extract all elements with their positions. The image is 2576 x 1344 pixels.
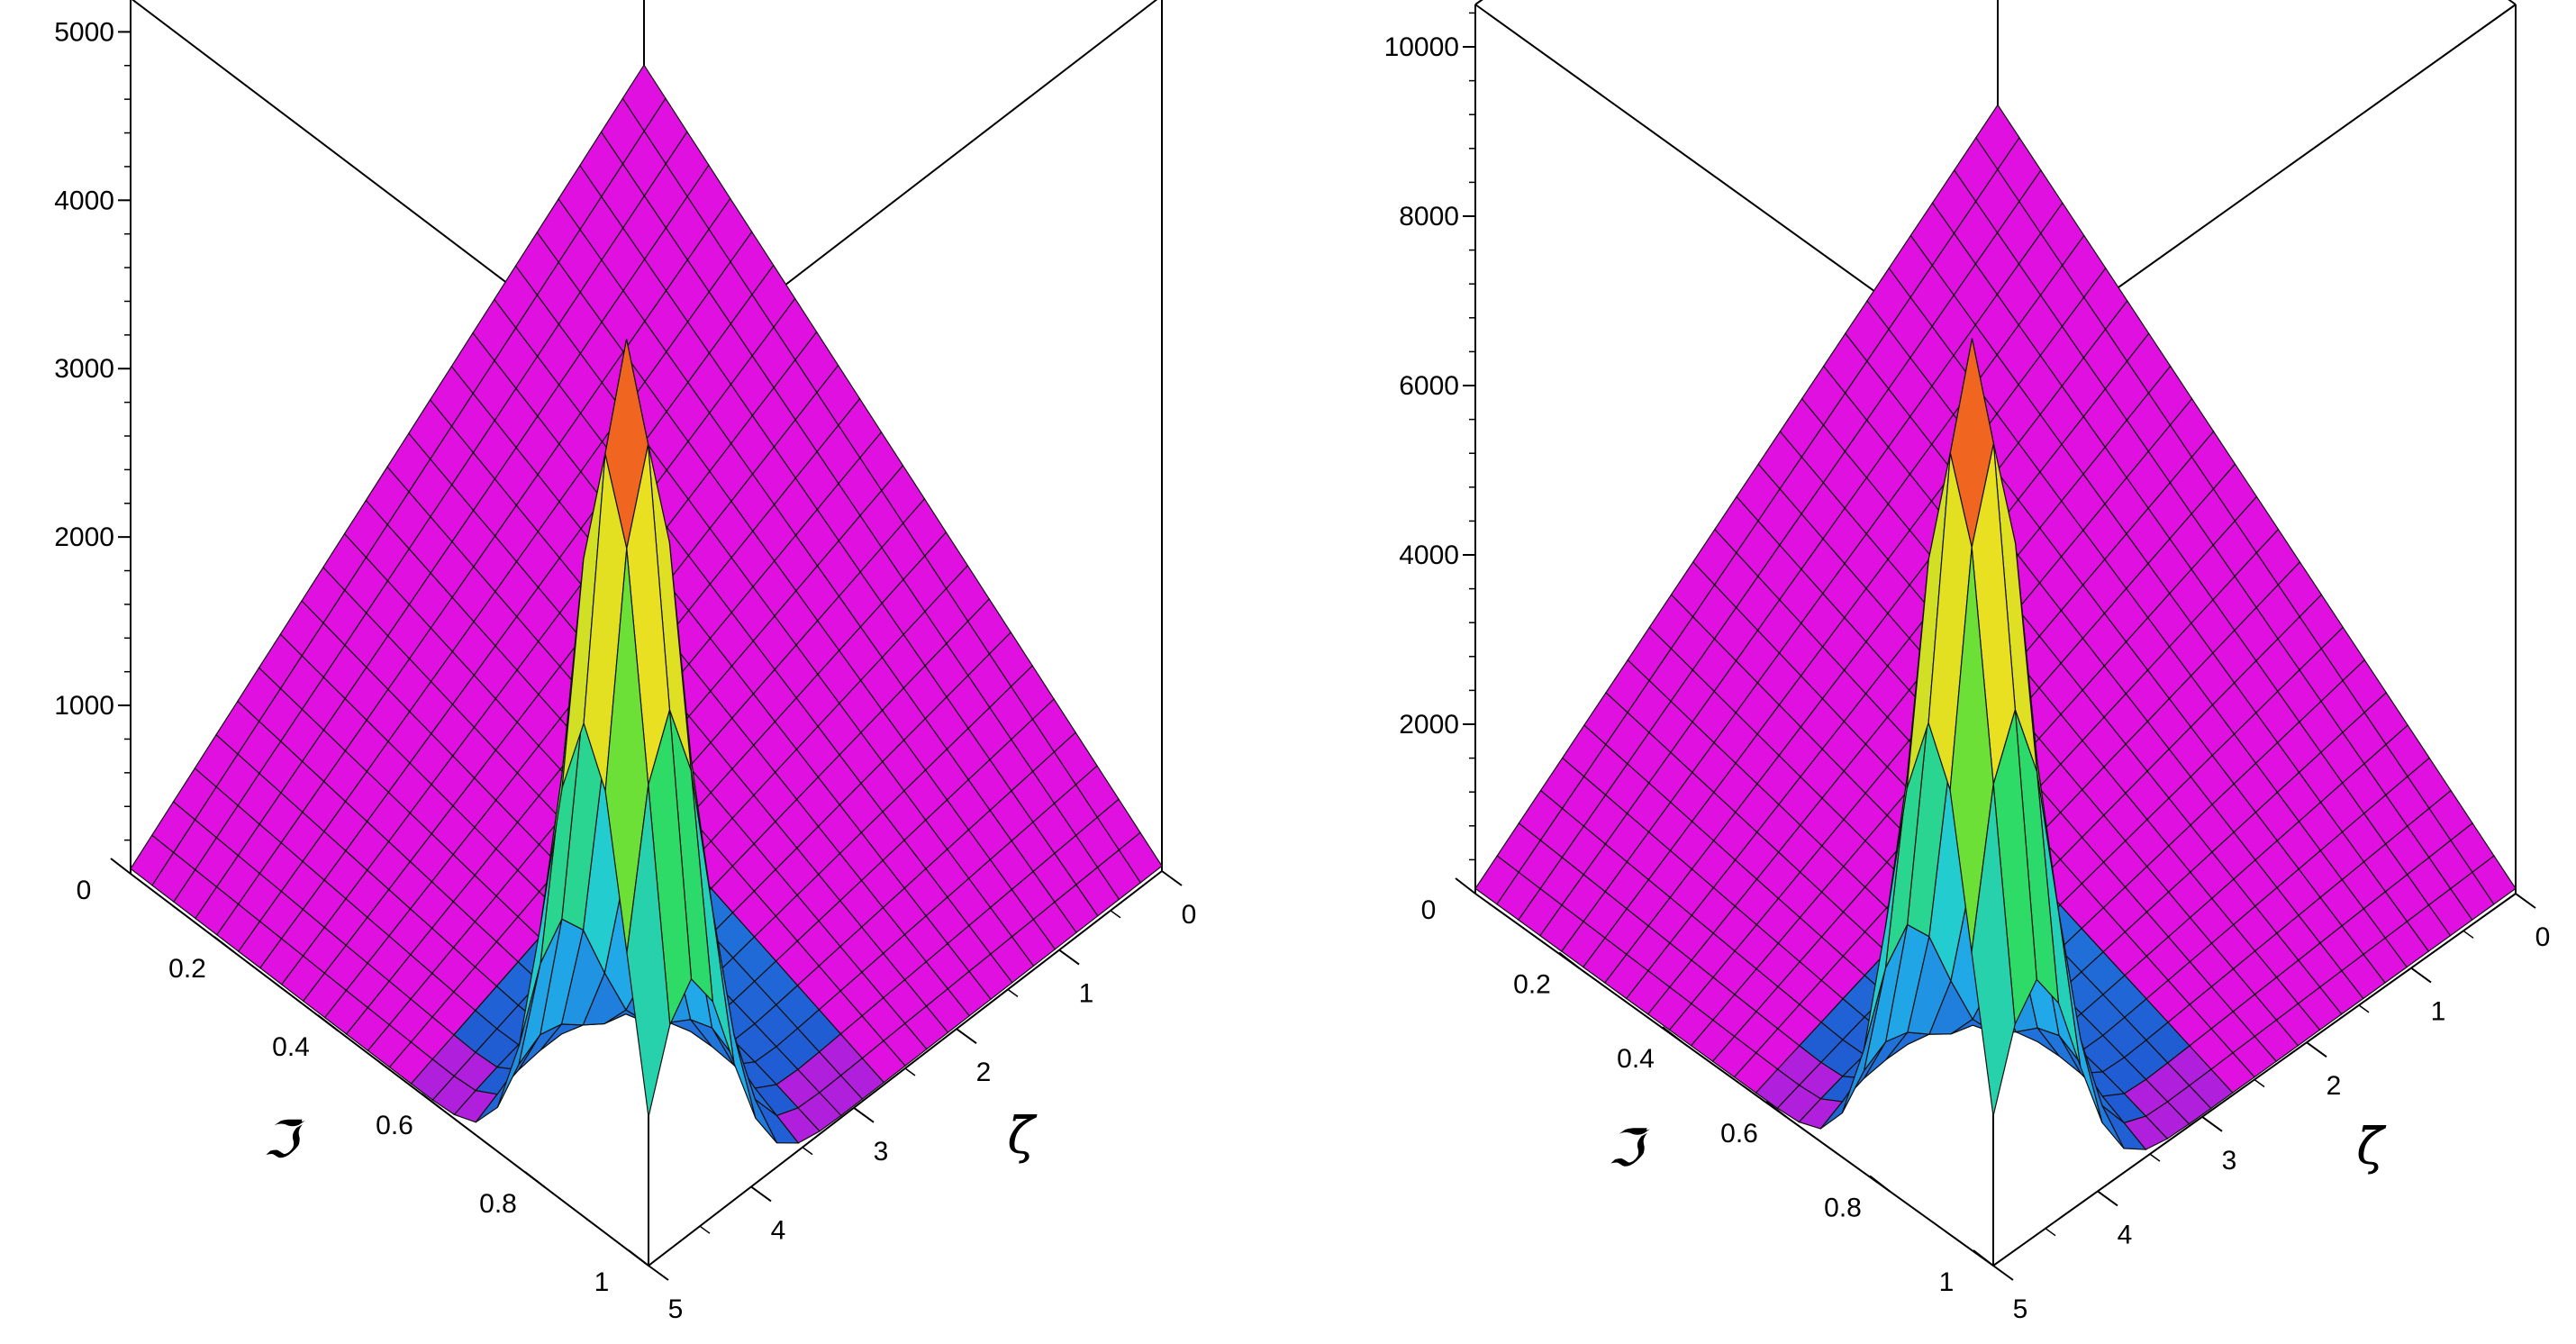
surface	[1474, 104, 2517, 1150]
x-tick	[1869, 1175, 1891, 1193]
x-tick	[1765, 1101, 1787, 1118]
x-minor-tick	[483, 1140, 494, 1149]
x-axis-symbol: ℑ̄	[263, 1111, 306, 1169]
y-minor-tick	[2463, 930, 2474, 939]
x-tick	[1558, 951, 1580, 969]
y-tick	[1058, 949, 1080, 966]
y-tick	[2515, 893, 2536, 909]
z-tick-label: 6000	[1399, 371, 1459, 401]
y-minor-tick	[699, 1225, 711, 1234]
frame-edge	[1474, 0, 1483, 5]
x-tick-label: 0.8	[479, 1189, 517, 1219]
x-tick-label: 0.6	[376, 1111, 413, 1140]
x-minor-tick	[1517, 922, 1528, 931]
y-tick-label: 4	[2118, 1220, 2133, 1249]
surface-plot-right: 2000 4000 6000 8000 10000 0 0.2 0.4 0.6 0.8 1 ℑ̄ 0 1 2…	[1384, 0, 2551, 1324]
surface	[130, 64, 1163, 1144]
z-tick-label: 1000	[54, 691, 114, 721]
y-tick	[2306, 1041, 2327, 1058]
x-tick-label: 0.8	[1824, 1193, 1862, 1222]
z-tick-label: 8000	[1399, 202, 1459, 232]
y-axis: 0 1 2 3 4 5 ζ̄	[648, 870, 1197, 1324]
y-tick-label: 1	[2431, 997, 2446, 1027]
y-minor-tick	[802, 1146, 813, 1156]
y-minor-tick	[2358, 1004, 2370, 1013]
x-tick-label: 0	[77, 876, 92, 905]
y-tick-label: 1	[1079, 979, 1094, 1009]
y-tick	[956, 1028, 977, 1045]
x-minor-tick	[379, 1061, 390, 1071]
y-minor-tick	[2149, 1153, 2161, 1162]
y-tick	[1161, 870, 1183, 886]
x-tick	[1455, 877, 1476, 894]
y-tick	[1992, 1265, 2014, 1281]
y-tick	[750, 1185, 772, 1203]
y-tick	[853, 1106, 875, 1123]
x-tick-label: 0.2	[1513, 970, 1551, 1000]
surface-patch	[1971, 784, 2016, 1117]
y-tick-label: 3	[874, 1137, 889, 1167]
y-tick	[2201, 1115, 2223, 1132]
y-axis-symbol: ζ̄	[1007, 1107, 1038, 1166]
y-tick-label: 5	[2013, 1294, 2028, 1324]
frame-edge	[2508, 0, 2517, 5]
x-tick-label: 1	[1939, 1267, 1955, 1297]
z-tick-label: 4000	[54, 186, 114, 215]
z-tick-label: 5000	[54, 17, 114, 47]
surface-plot-left: 1000 2000 3000 4000 5000 0 0.2 0.4 0.6 0.8 1 ℑ̄ 0 1 2 3…	[54, 0, 1197, 1324]
x-tick	[317, 1014, 339, 1031]
y-tick-label: 2	[976, 1058, 992, 1087]
z-tick-label: 2000	[54, 522, 114, 552]
x-tick	[421, 1093, 442, 1110]
surface-patch	[626, 785, 671, 1118]
y-axis: 0 1 2 3 4 5 ζ̄	[1992, 893, 2551, 1324]
x-tick	[628, 1249, 649, 1267]
x-tick	[524, 1171, 546, 1188]
x-tick	[1973, 1249, 1994, 1267]
x-tick-label: 1	[594, 1267, 610, 1297]
x-tick-label: 0.4	[272, 1032, 310, 1062]
y-minor-tick	[2045, 1228, 2056, 1237]
y-tick	[2410, 967, 2432, 984]
z-tick-label: 3000	[54, 354, 114, 384]
x-tick-label: 0	[1421, 895, 1437, 925]
y-tick-label: 3	[2222, 1146, 2237, 1176]
x-minor-tick	[586, 1218, 597, 1228]
x-minor-tick	[172, 904, 183, 914]
y-tick-label: 0	[1182, 900, 1197, 930]
y-minor-tick	[1007, 988, 1019, 998]
y-tick-label: 5	[668, 1294, 684, 1324]
x-tick	[213, 936, 235, 953]
y-axis-symbol: ζ̄	[2356, 1118, 2387, 1176]
y-tick	[2097, 1190, 2118, 1207]
y-minor-tick	[1110, 910, 1121, 919]
z-axis: 1000 2000 3000 4000 5000	[54, 17, 131, 841]
y-tick-label: 2	[2327, 1071, 2342, 1101]
x-minor-tick	[1828, 1146, 1838, 1155]
x-minor-tick	[1931, 1221, 1942, 1230]
x-minor-tick	[1724, 1071, 1735, 1081]
x-minor-tick	[1620, 997, 1631, 1006]
z-tick-label: 2000	[1399, 710, 1459, 740]
y-tick	[648, 1265, 669, 1281]
z-tick-label: 4000	[1399, 540, 1459, 570]
x-axis: 0 0.2 0.4 0.6 0.8 1 ℑ̄	[1421, 877, 1994, 1297]
x-tick-label: 0.4	[1617, 1044, 1655, 1074]
x-tick-label: 0.2	[168, 954, 206, 984]
x-tick	[1662, 1026, 1683, 1043]
x-axis-symbol: ℑ̄	[1608, 1120, 1651, 1178]
y-tick-label: 4	[771, 1215, 786, 1245]
x-minor-tick	[276, 983, 286, 993]
y-tick-label: 0	[2535, 922, 2551, 952]
x-tick-label: 0.6	[1720, 1119, 1758, 1149]
y-minor-tick	[904, 1067, 916, 1076]
y-minor-tick	[2254, 1078, 2265, 1088]
z-axis: 2000 4000 6000 8000 10000	[1384, 12, 1475, 861]
x-tick	[110, 858, 132, 875]
z-tick-label: 10000	[1384, 32, 1459, 62]
